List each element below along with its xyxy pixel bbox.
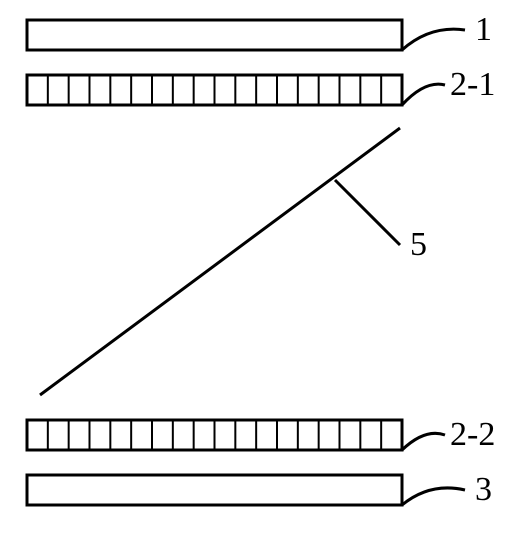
layer-1-rect bbox=[27, 20, 402, 50]
layer-3-rect bbox=[27, 475, 402, 505]
label-2-2: 2-2 bbox=[450, 416, 495, 453]
label-5: 5 bbox=[410, 226, 427, 263]
layer-2-2-hatched bbox=[27, 420, 402, 450]
label-1: 1 bbox=[475, 11, 492, 48]
label-2-1: 2-1 bbox=[450, 66, 495, 103]
label-3: 3 bbox=[475, 471, 492, 508]
layer-2-1-hatched bbox=[27, 75, 402, 105]
